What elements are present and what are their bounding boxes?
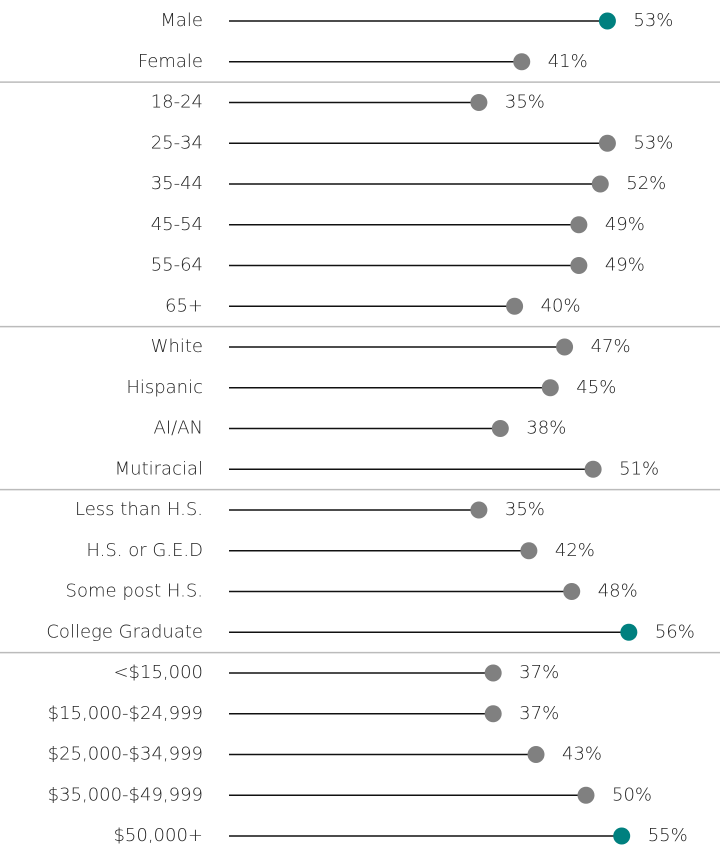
value-label: 41% bbox=[548, 51, 588, 72]
dot bbox=[584, 460, 602, 478]
dot bbox=[491, 420, 509, 437]
category-label: College Graduate bbox=[46, 621, 203, 642]
value-label: 53% bbox=[633, 10, 673, 31]
value-label: 50% bbox=[612, 784, 652, 805]
value-label: 48% bbox=[598, 581, 638, 602]
category-label: 45-54 bbox=[151, 214, 203, 235]
category-label: 65+ bbox=[165, 295, 203, 316]
dot bbox=[570, 257, 588, 274]
value-label: 40% bbox=[541, 295, 581, 316]
dot bbox=[527, 746, 545, 763]
dot bbox=[541, 379, 559, 397]
dot bbox=[506, 297, 524, 315]
dot bbox=[563, 583, 581, 600]
category-label: 18-24 bbox=[151, 92, 203, 113]
category-label: <$15,000 bbox=[113, 662, 203, 683]
dot bbox=[520, 542, 538, 560]
value-label: 42% bbox=[555, 540, 595, 561]
category-label: $35,000-$49,999 bbox=[48, 784, 203, 805]
value-label: 37% bbox=[519, 703, 559, 724]
dot bbox=[470, 94, 488, 111]
category-label: Male bbox=[160, 10, 203, 31]
category-label: Some post H.S. bbox=[66, 581, 203, 602]
dot bbox=[598, 12, 616, 30]
value-label: 56% bbox=[655, 621, 695, 642]
category-label: H.S. or G.E.D bbox=[86, 540, 203, 561]
dot bbox=[570, 216, 588, 234]
category-label: $15,000-$24,999 bbox=[48, 703, 203, 724]
value-label: 35% bbox=[505, 499, 545, 520]
category-label: Female bbox=[138, 51, 203, 72]
category-label: 25-34 bbox=[151, 132, 203, 153]
category-label: 55-64 bbox=[151, 255, 203, 276]
category-label: $50,000+ bbox=[113, 825, 203, 846]
value-label: 52% bbox=[626, 173, 666, 194]
category-label: Less than H.S. bbox=[75, 499, 203, 520]
value-label: 55% bbox=[648, 825, 688, 846]
category-label: Mutiracial bbox=[115, 458, 203, 479]
dot bbox=[484, 705, 502, 723]
dot bbox=[598, 134, 616, 152]
dot bbox=[577, 786, 595, 804]
dot bbox=[591, 175, 609, 193]
dot bbox=[556, 338, 574, 356]
value-label: 35% bbox=[505, 92, 545, 113]
value-label: 49% bbox=[605, 255, 645, 276]
category-label: $25,000-$34,999 bbox=[48, 744, 203, 765]
dot bbox=[620, 623, 638, 641]
category-label: AI/AN bbox=[154, 418, 203, 439]
value-label: 49% bbox=[605, 214, 645, 235]
dot bbox=[484, 664, 502, 682]
value-label: 45% bbox=[576, 377, 616, 398]
category-label: 35-44 bbox=[151, 173, 203, 194]
dot bbox=[513, 53, 531, 71]
category-label: Hispanic bbox=[126, 377, 203, 398]
dot bbox=[613, 827, 631, 845]
value-label: 43% bbox=[562, 744, 602, 765]
value-label: 38% bbox=[526, 418, 566, 439]
value-label: 37% bbox=[519, 662, 559, 683]
dot bbox=[470, 501, 488, 519]
value-label: 47% bbox=[591, 336, 631, 357]
category-label: White bbox=[151, 336, 203, 357]
value-label: 53% bbox=[633, 132, 673, 153]
value-label: 51% bbox=[619, 458, 659, 479]
